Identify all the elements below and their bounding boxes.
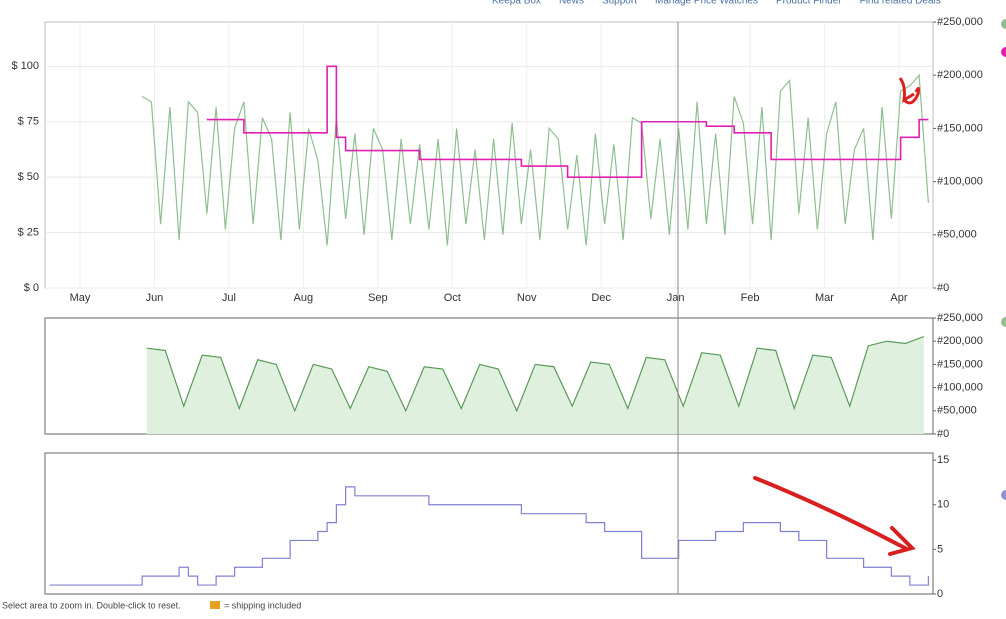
- x-tick-label: Nov: [517, 292, 537, 304]
- legend-dot[interactable]: [1001, 19, 1006, 29]
- series-line: [146, 335, 924, 413]
- x-tick-label: Dec: [591, 292, 611, 304]
- annotation: [898, 77, 921, 105]
- x-tick-label: Sep: [368, 292, 388, 304]
- nav-link[interactable]: Manage Price Watches: [655, 0, 758, 7]
- x-tick-label: Oct: [444, 292, 461, 304]
- legend-dot[interactable]: [1001, 490, 1006, 500]
- footer-hint: Select area to zoom in. Double-click to …: [2, 600, 181, 610]
- nav-link[interactable]: News: [559, 0, 584, 7]
- truck-icon: [210, 601, 220, 609]
- panel-frame: [44, 21, 934, 289]
- y2-tick-label: #0: [937, 428, 949, 440]
- y2-tick-label: #0: [937, 282, 949, 294]
- y2-tick-label: #150,000: [937, 358, 983, 370]
- y2-tick-label: #200,000: [937, 69, 983, 81]
- x-tick-label: Mar: [815, 292, 834, 304]
- y-tick-label: $ 75: [18, 116, 39, 128]
- y2-tick-label: #50,000: [937, 229, 977, 241]
- y2-tick-label: #250,000: [937, 16, 983, 28]
- x-tick-label: Feb: [741, 292, 760, 304]
- y2-tick-label: 10: [937, 499, 949, 511]
- y-tick-label: $ 100: [11, 60, 39, 72]
- nav: Keepa Box News Support Manage Price Watches…: [492, 0, 941, 7]
- legend-dot[interactable]: [1001, 47, 1006, 57]
- nav-link[interactable]: Support: [602, 0, 637, 7]
- annotation: [753, 476, 916, 556]
- x-tick-label: Aug: [294, 292, 314, 304]
- y2-tick-label: 0: [937, 588, 943, 600]
- y2-tick-label: #250,000: [937, 312, 983, 324]
- nav-link[interactable]: Keepa Box: [492, 0, 541, 7]
- y2-tick-label: #100,000: [937, 382, 983, 394]
- area: [146, 336, 924, 434]
- y2-tick-label: 15: [937, 454, 949, 466]
- nav-link[interactable]: Find related Deals: [860, 0, 941, 7]
- footer-shipping: = shipping included: [224, 600, 301, 610]
- nav-link[interactable]: Product Finder: [776, 0, 842, 7]
- y2-tick-label: #100,000: [937, 176, 983, 188]
- panel-frame: [44, 452, 934, 595]
- x-tick-label: Jun: [146, 292, 164, 304]
- x-tick-label: Apr: [890, 292, 907, 304]
- y2-tick-label: #50,000: [937, 405, 977, 417]
- series-line: [49, 486, 929, 586]
- y2-tick-label: 5: [937, 543, 943, 555]
- x-tick-label: May: [70, 292, 91, 304]
- series-line: [141, 73, 929, 246]
- x-tick-label: Jan: [667, 292, 685, 304]
- y-tick-label: $ 25: [18, 226, 39, 238]
- y-tick-label: $ 0: [24, 282, 39, 294]
- y2-tick-label: #150,000: [937, 122, 983, 134]
- y-tick-label: $ 50: [18, 171, 39, 183]
- y2-tick-label: #200,000: [937, 335, 983, 347]
- x-tick-label: Jul: [222, 292, 236, 304]
- series-line: [206, 65, 929, 178]
- legend-dot[interactable]: [1001, 317, 1006, 327]
